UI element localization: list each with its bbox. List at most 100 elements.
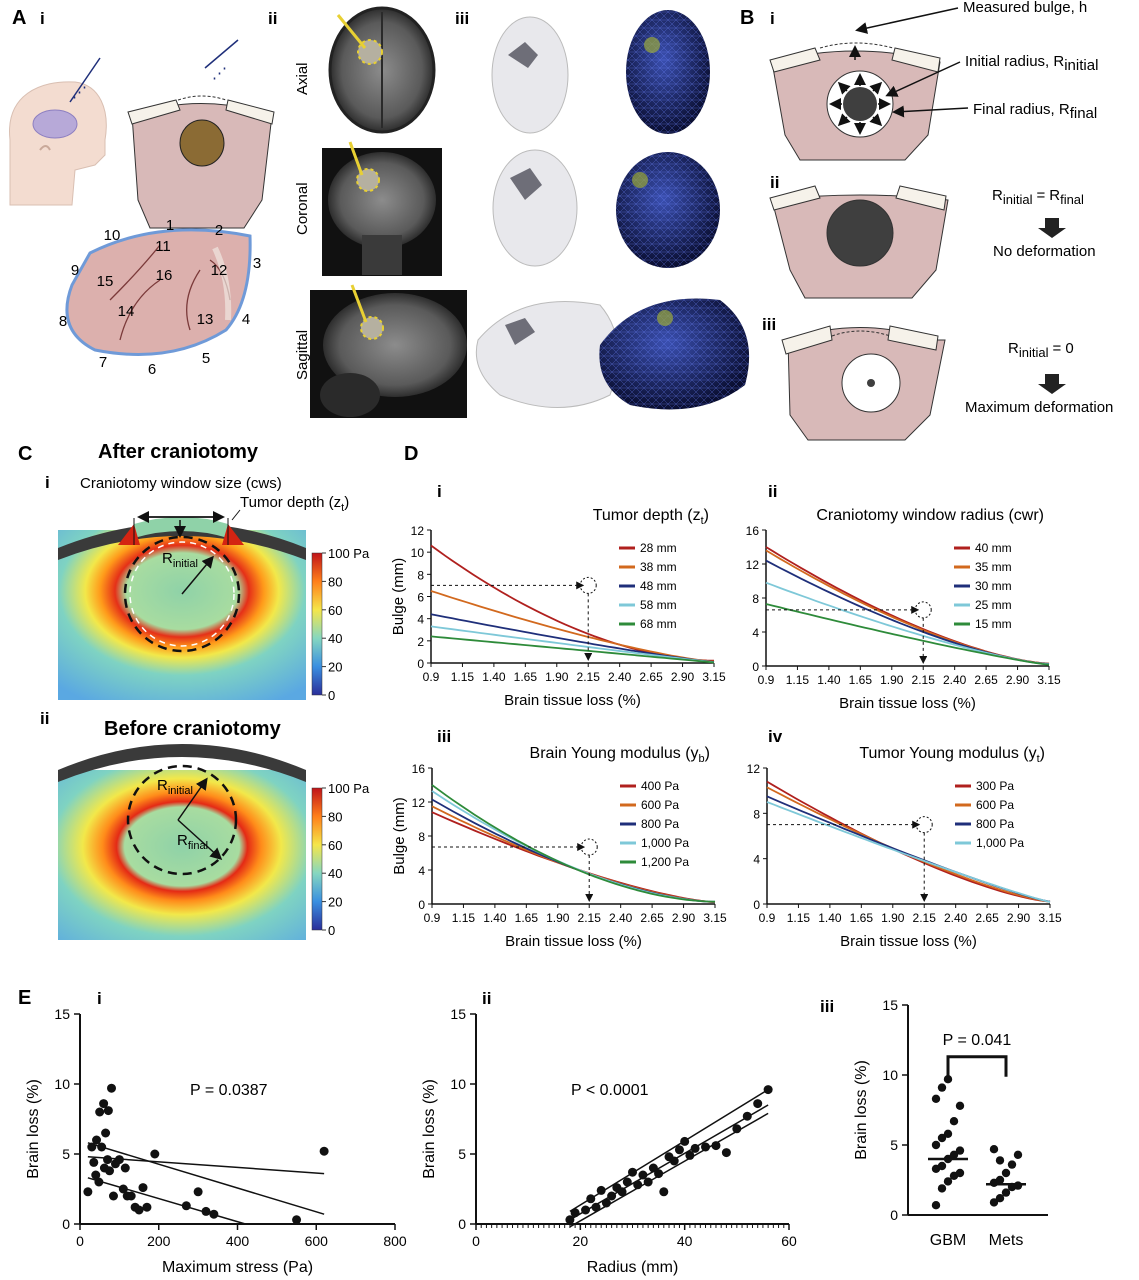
legend-label: 400 Pa xyxy=(641,779,679,793)
cortex-point-label: 4 xyxy=(242,311,250,328)
cortex-point-label: 14 xyxy=(118,303,135,320)
mri-column: Axial Coronal Sagittal xyxy=(294,5,467,418)
data-point xyxy=(586,1194,596,1204)
panel-b: B i ii iii Measured bulge, h Initial xyxy=(740,0,1113,441)
data-point xyxy=(103,1155,113,1165)
cortex-point-label: 5 xyxy=(202,350,210,367)
marker-circle xyxy=(580,838,598,856)
x-tick-label: 1.65 xyxy=(850,911,874,925)
data-point xyxy=(181,1201,191,1211)
cortex-point-label: 9 xyxy=(71,262,79,279)
data-point xyxy=(669,1156,679,1166)
data-point xyxy=(674,1145,684,1155)
x-axis-label: Brain tissue loss (%) xyxy=(505,933,642,950)
x-tick-label: 1.90 xyxy=(545,670,569,684)
data-point xyxy=(931,1094,941,1104)
y-tick-label: 4 xyxy=(752,626,759,640)
data-point xyxy=(937,1083,947,1092)
legend-label: 30 mm xyxy=(975,579,1012,593)
data-point xyxy=(685,1150,695,1160)
x-tick-label: 0.9 xyxy=(423,670,440,684)
x-tick-label: 1.15 xyxy=(452,911,476,925)
data-point xyxy=(126,1191,136,1201)
x-tick-label: 1.40 xyxy=(818,911,842,925)
panel-c-sub-ii: ii xyxy=(40,709,49,728)
colorbar-after: 100 Pa 80 60 40 20 0 xyxy=(311,546,370,703)
cortex-point-label: 7 xyxy=(99,354,107,371)
cortex-point-label: 15 xyxy=(97,273,114,290)
chart-sub-label: i xyxy=(97,989,102,1008)
max-deformation-label: Maximum deformation xyxy=(965,399,1113,416)
measured-bulge-label: Measured bulge, h xyxy=(963,0,1087,16)
p-value-annotation: P < 0.0001 xyxy=(571,1082,649,1099)
chart-title: Tumor depth (zt) xyxy=(593,507,709,527)
x-tick-label: 2.15 xyxy=(912,673,936,687)
data-point xyxy=(87,1142,97,1152)
data-point xyxy=(680,1136,690,1146)
data-point xyxy=(107,1083,116,1093)
data-point xyxy=(581,1205,591,1215)
x-tick-label: 1.40 xyxy=(817,673,841,687)
x-tick-label: 2.65 xyxy=(974,673,998,687)
x-tick-label: 400 xyxy=(226,1233,250,1249)
x-tick-label: 200 xyxy=(147,1233,171,1249)
data-point xyxy=(711,1141,721,1151)
x-tick-label: 1.40 xyxy=(483,911,507,925)
x-tick-label: 0 xyxy=(472,1233,480,1249)
panel-b-sub-iii: iii xyxy=(762,315,776,334)
x-axis-label: Brain tissue loss (%) xyxy=(840,933,977,950)
regression-line xyxy=(87,1142,325,1215)
chart-sub-label: iii xyxy=(820,997,834,1016)
x-tick-label: 1.90 xyxy=(546,911,570,925)
data-point xyxy=(591,1202,601,1212)
x-tick-label: 2.40 xyxy=(609,911,633,925)
data-point xyxy=(931,1201,941,1210)
x-tick-label: 60 xyxy=(781,1233,797,1249)
data-point xyxy=(120,1163,130,1173)
skull-diagram-iii: Rinitial = 0 Maximum deformation xyxy=(781,325,1113,441)
x-tick-label: 1.15 xyxy=(786,673,810,687)
data-point xyxy=(1007,1160,1017,1169)
legend-label: 15 mm xyxy=(975,617,1012,631)
legend-label: 28 mm xyxy=(640,541,677,555)
data-point xyxy=(995,1194,1005,1203)
chart-di: i 0 2 4 6 8 10 12 0.9 1.15 1.40 1.65 1.90 2.15 2.40 2.6… xyxy=(390,482,726,709)
category-label: GBM xyxy=(930,1232,966,1249)
x-axis-label: Brain tissue loss (%) xyxy=(504,692,641,709)
skull-diagram-i: Measured bulge, h Initial radius, Riniti… xyxy=(769,0,1098,161)
mri-sagittal xyxy=(310,284,467,418)
marker-circle xyxy=(915,816,933,834)
data-point xyxy=(701,1142,711,1152)
series-line xyxy=(766,801,1051,903)
y-tick-label: 8 xyxy=(417,568,424,582)
r-initial-label-before: Rinitial xyxy=(157,777,193,797)
legend-label: 300 Pa xyxy=(976,779,1014,793)
y-tick-label: 0 xyxy=(417,657,424,671)
colorbar-tick-label: 40 xyxy=(328,631,342,646)
data-point xyxy=(91,1170,101,1180)
y-tick-label: 6 xyxy=(417,591,424,605)
r-final-label-before: Rfinal xyxy=(177,832,208,852)
data-point xyxy=(937,1184,947,1193)
data-point xyxy=(643,1177,653,1187)
head-illustration: ⋰ xyxy=(9,57,107,206)
legend-label: 68 mm xyxy=(640,617,677,631)
x-axis-label: Brain tissue loss (%) xyxy=(839,695,976,712)
x-tick-label: 2.40 xyxy=(608,670,632,684)
y-tick-label: 0 xyxy=(752,660,759,674)
legend-label: 58 mm xyxy=(640,598,677,612)
data-point xyxy=(601,1198,611,1208)
cortex-point-label: 12 xyxy=(211,262,228,279)
cortex-point-label: 1 xyxy=(166,217,174,234)
chart-sub-label: iv xyxy=(768,727,783,746)
panel-b-letter: B xyxy=(740,7,754,29)
x-tick-label: 3.15 xyxy=(702,670,726,684)
y-tick-label: 0 xyxy=(890,1207,898,1223)
marker-circle xyxy=(579,576,597,594)
down-arrow-icon xyxy=(1038,218,1066,238)
p-value-annotation: P = 0.0387 xyxy=(190,1082,268,1099)
x-tick-label: 2.65 xyxy=(640,911,664,925)
x-tick-label: 3.15 xyxy=(703,911,727,925)
data-point xyxy=(931,1140,941,1150)
chart-sub-label: ii xyxy=(482,989,491,1008)
